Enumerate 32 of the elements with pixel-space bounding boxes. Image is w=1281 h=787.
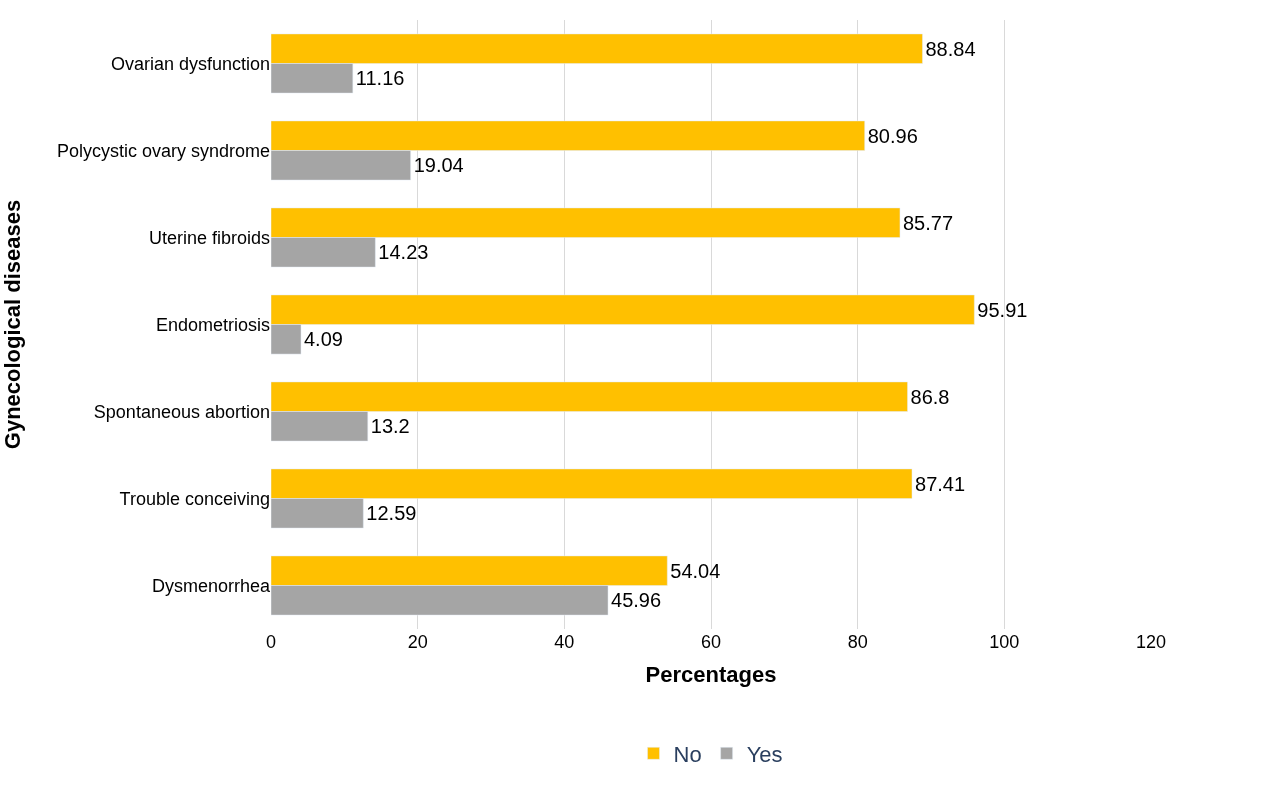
x-tick-label: 40 <box>554 632 575 652</box>
data-label: 45.96 <box>611 589 662 612</box>
legend-label: No <box>673 741 702 767</box>
data-label: 85.77 <box>902 211 954 234</box>
x-tick-label: 120 <box>1135 632 1167 652</box>
x-axis-title: Percentages <box>645 661 777 687</box>
data-label: 19.04 <box>413 154 464 177</box>
data-label: 14.23 <box>378 241 429 264</box>
y-axis-title: Gynecological diseases <box>0 199 25 450</box>
data-label: 80.96 <box>867 124 918 147</box>
y-tick-label: Uterine fibroids <box>148 227 270 248</box>
y-tick-label: Endometriosis <box>155 314 270 335</box>
data-label: 11.16 <box>355 67 405 90</box>
y-tick-label: Spontaneous abortion <box>93 401 270 422</box>
data-label: 4.09 <box>303 328 343 351</box>
x-tick-label: 80 <box>847 632 868 652</box>
data-label: 87.41 <box>915 472 966 495</box>
data-label: 95.91 <box>977 298 1028 321</box>
y-tick-label: Polycystic ovary syndrome <box>56 140 270 161</box>
data-label: 12.59 <box>366 502 417 525</box>
x-tick-label: 0 <box>265 632 277 652</box>
data-label: 13.2 <box>370 415 410 438</box>
y-tick-label: Ovarian dysfunction <box>110 53 270 74</box>
data-label: 54.04 <box>670 559 721 582</box>
y-tick-label: Dysmenorrhea <box>151 575 271 596</box>
data-label: 86.8 <box>910 385 950 408</box>
x-tick-label: 60 <box>700 632 722 652</box>
legend-label: Yes <box>746 741 783 767</box>
data-label: 88.84 <box>925 37 976 60</box>
y-tick-label: Trouble conceiving <box>119 488 270 509</box>
x-tick-label: 100 <box>989 632 1020 652</box>
x-tick-label: 20 <box>407 632 428 652</box>
